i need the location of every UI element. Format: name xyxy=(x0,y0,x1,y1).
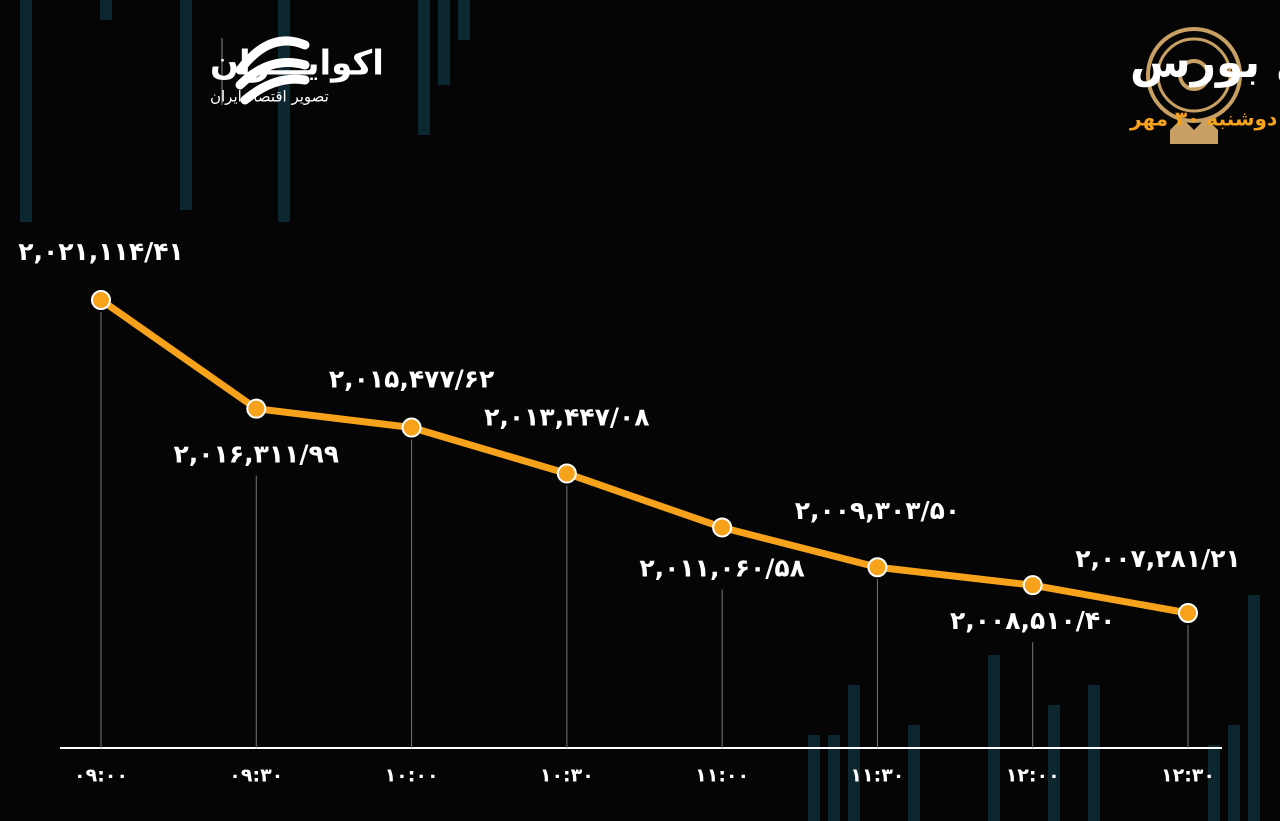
brand-name: اکوایـــران xyxy=(210,44,384,84)
data-point xyxy=(401,417,422,438)
x-tick-label: ۱۱:۳۰ xyxy=(850,765,904,787)
x-tick-label: ۰۹:۳۰ xyxy=(229,765,283,787)
data-label: ۲,۰۱۱,۰۶۰/۵۸ xyxy=(639,553,804,582)
x-tick-label: ۱۲:۳۰ xyxy=(1161,765,1215,787)
data-label: ۲,۰۰۹,۳۰۳/۵۰ xyxy=(795,496,960,525)
data-label: ۲,۰۰۸,۵۱۰/۴۰ xyxy=(950,606,1115,635)
data-label: ۲,۰۱۳,۴۴۷/۰۸ xyxy=(484,402,649,431)
x-tick-label: ۱۰:۳۰ xyxy=(540,765,594,787)
series-line xyxy=(98,297,1189,617)
chart-subtitle: دوشنبه ۳۰ مهر xyxy=(1129,107,1277,131)
data-point xyxy=(246,398,267,419)
data-point xyxy=(91,290,111,310)
data-label: ۲,۰۲۱,۱۱۴/۴۱ xyxy=(18,237,183,266)
data-point xyxy=(1178,603,1198,623)
data-label: ۲,۰۰۷,۲۸۱/۲۱ xyxy=(1075,544,1240,573)
data-label: ۲,۰۱۶,۳۱۱/۹۹ xyxy=(174,440,339,469)
background-candles xyxy=(20,0,1260,821)
logo xyxy=(221,27,1242,144)
x-tick-label: ۱۱:۰۰ xyxy=(695,765,749,787)
chart-title: روند شاخص کل بورس xyxy=(1130,37,1280,88)
data-label: ۲,۰۱۵,۴۷۷/۶۲ xyxy=(329,365,494,394)
x-tick-label: ۱۲:۰۰ xyxy=(1006,765,1060,787)
x-tick-label: ۰۹:۰۰ xyxy=(74,765,128,787)
x-tick-label: ۱۰:۰۰ xyxy=(385,765,439,787)
data-point xyxy=(867,557,888,578)
data-point xyxy=(712,517,733,538)
brand-tagline: تصویر اقتصاد ایران xyxy=(210,88,329,106)
data-point xyxy=(1022,575,1043,596)
data-point xyxy=(556,463,577,484)
